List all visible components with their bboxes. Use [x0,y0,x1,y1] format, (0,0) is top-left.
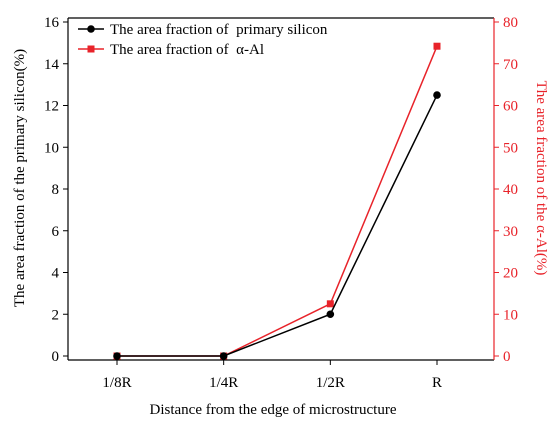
y-left-tick-label: 16 [44,15,60,31]
x-tick-label: 1/2R [316,375,345,391]
data-point-primary-silicon [326,310,335,319]
y-left-tick-label: 14 [44,57,60,73]
axes: 0 2 4 6 8 10 12 14 16 0 10 20 30 40 50 60 70 80 1/8R 1/4R 1/… [44,15,518,391]
legend-label: The area fraction of primary silicon [110,22,328,38]
data-point-primary-silicon [433,91,441,99]
data-point-alpha-al [433,42,441,50]
x-tick-label: R [432,375,442,391]
y-left-tick-label: 8 [52,182,60,198]
y-left-tick-label: 2 [52,307,60,323]
legend-marker-circle [87,25,95,33]
data-point-primary-silicon [113,352,121,360]
y-right-tick-label: 60 [503,99,518,115]
y-right-tick-label: 80 [503,15,518,31]
series-layer [113,42,441,360]
data-point-primary-silicon [219,352,228,360]
y-left-tick-label: 0 [52,349,60,365]
x-tick-label: 1/4R [209,375,238,391]
x-tick-label: 1/8R [102,375,131,391]
y-left-tick-label: 12 [44,99,59,115]
y-right-tick-label: 30 [503,224,518,240]
legend-label: The area fraction of α-Al [110,42,264,58]
y-left-tick-label: 10 [44,140,59,156]
legend-marker-square [87,45,95,53]
y-right-tick-label: 10 [503,307,518,323]
y-right-tick-label: 0 [503,349,511,365]
y-right-tick-label: 70 [503,57,518,73]
data-point-alpha-al [326,300,334,308]
y-right-tick-label: 40 [503,182,518,198]
series-line-primary-silicon [117,94,438,357]
y-right-tick-label: 50 [503,140,518,156]
y-right-tick-label: 20 [503,266,518,282]
y-left-tick-label: 6 [52,224,60,240]
y-left-tick-label: 4 [52,266,60,282]
x-axis-title: Distance from the edge of microstructure [150,402,397,418]
series-line-alpha-al [117,45,438,357]
y-axis-right-title: The area fraction of the α-Al(%) [533,81,549,276]
y-axis-left-title: The area fraction of the primary silicon… [12,49,28,307]
legend: The area fraction of primary silicon The … [78,22,328,58]
